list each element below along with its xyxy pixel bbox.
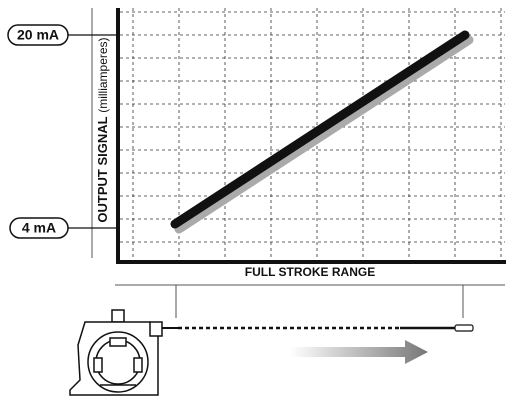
y-axis-title: OUTPUT SIGNAL (milliamperes) [95,37,110,222]
sensor-cap [112,310,124,322]
sensor-nozzle [150,322,162,336]
y-axis-unit: (milliamperes) [96,37,110,112]
line-shadow [179,40,469,229]
sensor [70,310,162,395]
signal-label: 20 mA [17,27,59,43]
cable-end [455,325,473,331]
motion-arrow [290,340,428,364]
sensor-slot [110,338,126,346]
x-axis-title: FULL STROKE RANGE [245,265,375,279]
y-axis-label: OUTPUT SIGNAL [95,116,110,222]
sensor-slot [94,358,102,372]
page: 20 mA 4 mA OUTPUT SIGNAL (milliamperes) … [0,0,518,405]
sensor-slot [134,358,142,372]
diagram: 20 mA 4 mA OUTPUT SIGNAL (milliamperes) … [0,0,518,405]
signal-label: 4 mA [22,220,56,236]
